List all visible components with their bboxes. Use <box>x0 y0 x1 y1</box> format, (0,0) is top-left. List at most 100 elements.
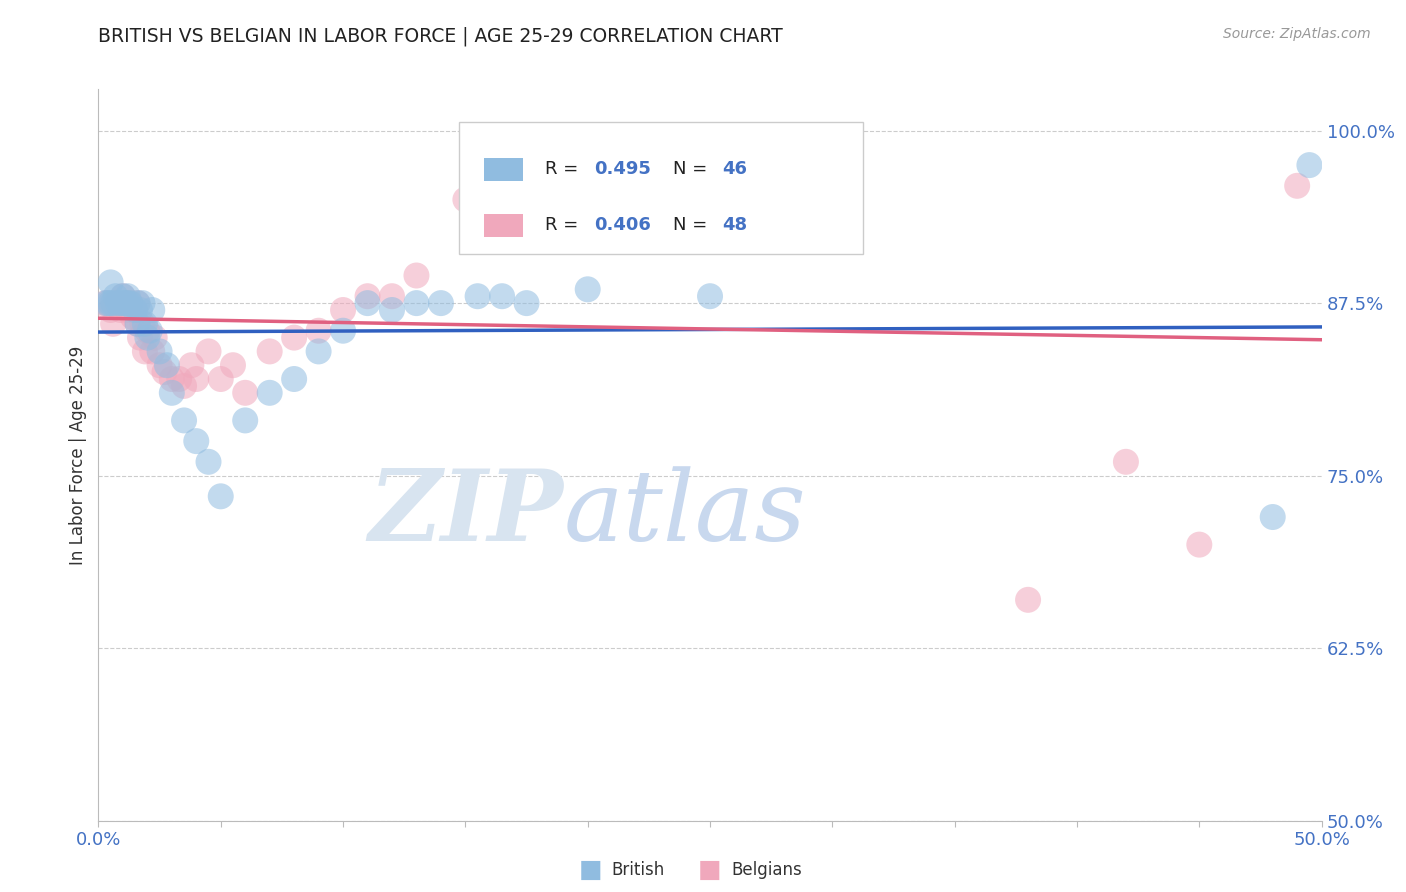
Point <box>107 296 129 310</box>
Point <box>94 296 117 310</box>
Text: Belgians: Belgians <box>731 861 801 879</box>
Text: 0.406: 0.406 <box>593 216 651 235</box>
Point <box>136 330 159 344</box>
Point <box>1298 158 1320 172</box>
Point <box>141 303 163 318</box>
Point <box>111 289 134 303</box>
Point <box>129 330 152 344</box>
Point <box>134 344 156 359</box>
Point <box>1286 178 1309 193</box>
Point <box>167 372 190 386</box>
Point <box>156 358 179 372</box>
Point <box>101 317 124 331</box>
Point <box>104 296 127 310</box>
Text: N =: N = <box>673 161 713 178</box>
Point <box>120 296 142 310</box>
Text: atlas: atlas <box>564 466 806 561</box>
Point <box>180 358 202 372</box>
Point <box>283 330 305 344</box>
Point <box>1188 538 1211 552</box>
Point <box>131 317 153 331</box>
Point <box>107 296 129 310</box>
Point <box>117 303 139 318</box>
Point <box>515 296 537 310</box>
Point <box>576 282 599 296</box>
Point <box>121 310 143 324</box>
Point <box>117 296 139 310</box>
Text: ZIP: ZIP <box>368 466 564 562</box>
Point <box>186 434 208 449</box>
Point <box>124 303 146 318</box>
Point <box>381 303 404 318</box>
Point <box>110 296 132 310</box>
Point <box>197 344 219 359</box>
Text: ■: ■ <box>699 858 721 881</box>
Point <box>699 130 721 145</box>
Text: N =: N = <box>673 216 713 235</box>
Point <box>259 385 281 400</box>
Point <box>356 296 378 310</box>
Point <box>283 372 305 386</box>
Point <box>127 296 149 310</box>
Point <box>114 296 136 310</box>
Text: Source: ZipAtlas.com: Source: ZipAtlas.com <box>1223 27 1371 41</box>
Point <box>136 324 159 338</box>
Point <box>233 413 256 427</box>
Point <box>381 289 404 303</box>
FancyBboxPatch shape <box>460 122 863 253</box>
Point <box>209 489 232 503</box>
Point <box>120 296 142 310</box>
Point <box>111 296 134 310</box>
Text: 46: 46 <box>723 161 747 178</box>
Point <box>143 330 166 344</box>
Text: R =: R = <box>546 216 583 235</box>
Point <box>139 324 162 338</box>
Point <box>222 358 245 372</box>
Point <box>153 365 176 379</box>
Point <box>100 303 122 318</box>
Bar <box>484 158 523 181</box>
Point <box>100 276 122 290</box>
Point <box>626 151 648 165</box>
Text: ■: ■ <box>579 858 602 881</box>
Point <box>134 317 156 331</box>
Point <box>503 158 526 172</box>
Point <box>114 296 136 310</box>
Point <box>332 303 354 318</box>
Point <box>111 289 134 303</box>
Y-axis label: In Labor Force | Age 25-29: In Labor Force | Age 25-29 <box>69 345 87 565</box>
Point <box>1115 455 1137 469</box>
Text: R =: R = <box>546 161 583 178</box>
Point <box>405 296 427 310</box>
Point <box>110 303 132 318</box>
Point <box>127 317 149 331</box>
Point <box>149 358 172 372</box>
Point <box>160 385 183 400</box>
Point <box>129 303 152 318</box>
Point <box>149 344 172 359</box>
Point <box>1017 592 1039 607</box>
Point <box>699 289 721 303</box>
Point <box>104 289 127 303</box>
Point <box>209 372 232 386</box>
Point <box>101 296 124 310</box>
Point <box>94 296 117 310</box>
Point <box>467 289 489 303</box>
Text: BRITISH VS BELGIAN IN LABOR FORCE | AGE 25-29 CORRELATION CHART: BRITISH VS BELGIAN IN LABOR FORCE | AGE … <box>98 27 783 46</box>
Point <box>141 344 163 359</box>
Point <box>97 296 120 310</box>
Point <box>454 193 477 207</box>
Point <box>160 372 183 386</box>
Point <box>127 296 149 310</box>
Point <box>197 455 219 469</box>
Point <box>173 379 195 393</box>
Point <box>478 165 501 179</box>
Point <box>308 344 330 359</box>
Point <box>491 289 513 303</box>
Point <box>127 317 149 331</box>
Point <box>259 344 281 359</box>
Point <box>124 303 146 318</box>
Point <box>100 296 122 310</box>
Point <box>405 268 427 283</box>
Point <box>332 324 354 338</box>
